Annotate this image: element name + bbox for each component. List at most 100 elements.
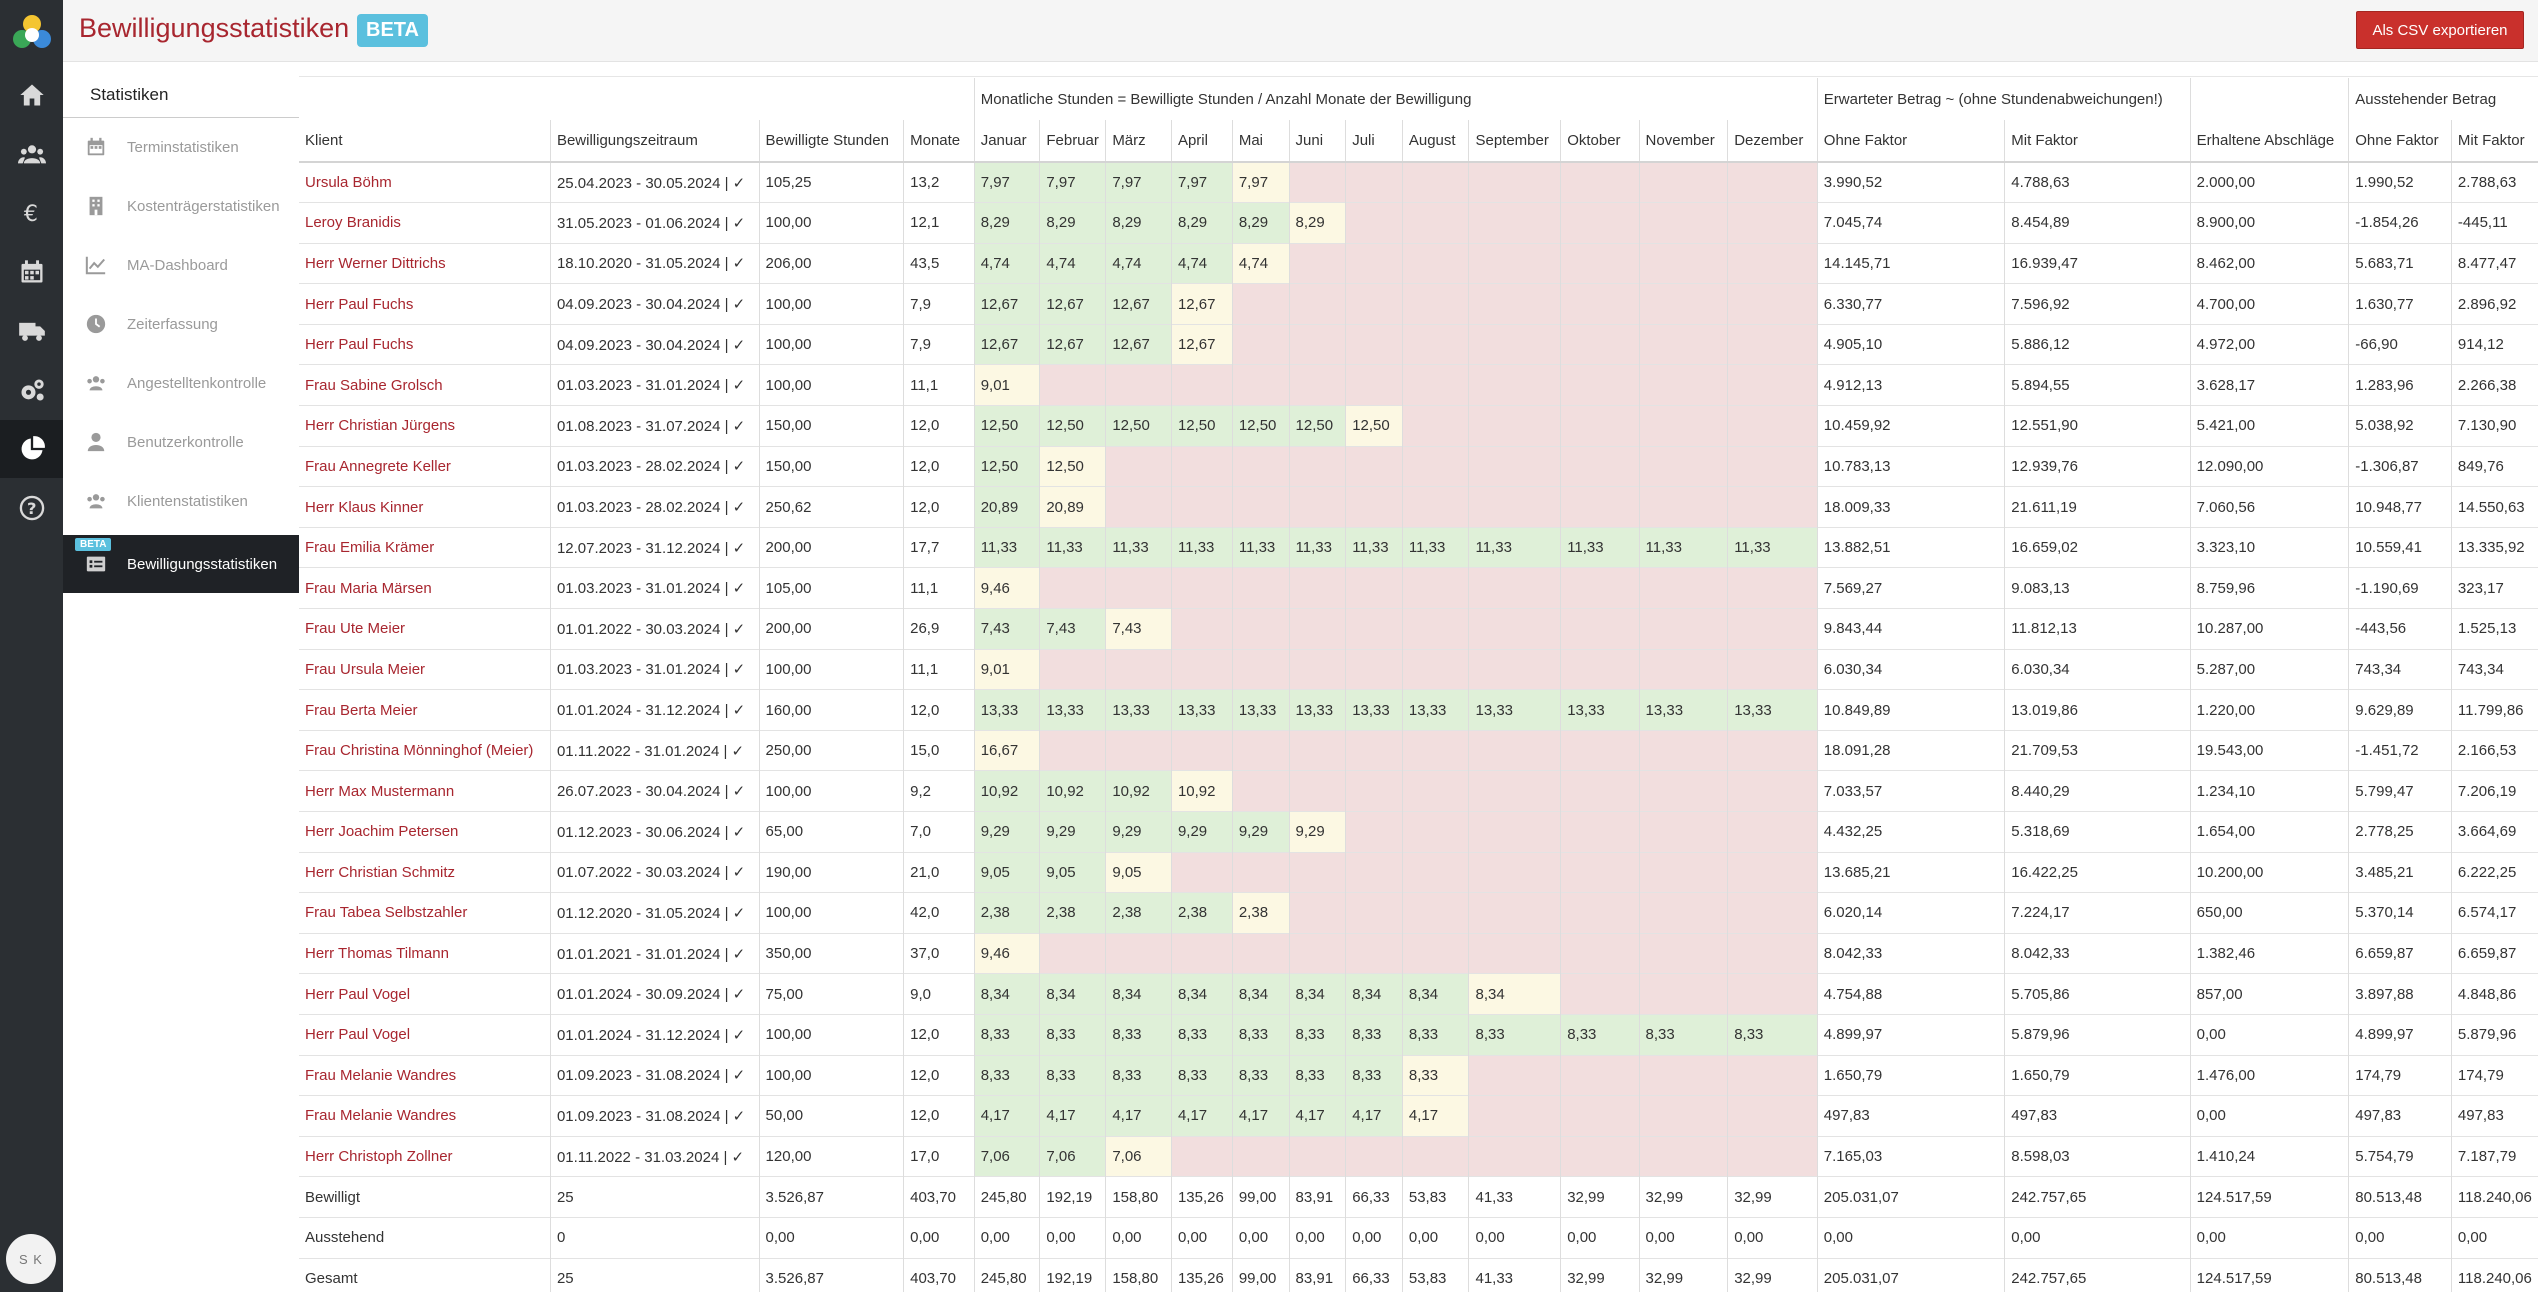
subnav-item-kostentraegerstatistiken[interactable]: Kostenträgerstatistiken [63,177,299,235]
monthly-hours-cell [1468,608,1561,650]
monthly-hours-cell [1638,161,1728,203]
client-link[interactable]: Frau Ute Meier [299,608,551,650]
col-month[interactable]: September [1468,120,1561,163]
expected-without-factor: 13.882,51 [1816,526,2005,568]
col-month[interactable]: April [1170,120,1233,163]
col-period[interactable]: Bewilligungszeitraum [549,120,760,163]
client-link[interactable]: Frau Maria Märsen [299,567,551,609]
client-link[interactable]: Frau Annegrete Keller [299,445,551,487]
client-link[interactable]: Frau Melanie Wandres [299,1054,551,1096]
col-month[interactable]: November [1638,120,1728,163]
expected-without-factor: 18.091,28 [1816,729,2005,771]
client-link[interactable]: Ursula Böhm [299,161,551,203]
calendar-icon[interactable] [0,243,63,301]
client-link[interactable]: Frau Berta Meier [299,689,551,731]
outstanding-without-factor: -1.451,72 [2348,729,2452,771]
col-month[interactable]: August [1401,120,1469,163]
col-received-payments[interactable]: Erhaltene Abschläge [2189,120,2349,163]
client-link[interactable]: Herr Paul Fuchs [299,283,551,325]
pie-chart-icon[interactable] [0,420,63,478]
subnav-item-label: Bewilligungsstatistiken [127,555,278,573]
table-footer: Bewilligt 25 3.526,87 403,70 245,80 192,19 158… [299,1176,2538,1292]
client-link[interactable]: Frau Melanie Wandres [299,1095,551,1137]
monthly-hours-cell: 4,17 [1288,1095,1346,1137]
monthly-hours-cell [1468,811,1561,853]
monthly-hours-cell [1560,770,1640,812]
truck-icon[interactable] [0,302,63,360]
monthly-hours-cell [1345,729,1403,771]
subnav-item-ma-dashboard[interactable]: MA-Dashboard [63,236,299,294]
client-link[interactable]: Frau Christina Mönninghof (Meier) [299,729,551,771]
expected-with-factor: 7.596,92 [2004,283,2191,325]
user-avatar[interactable]: S K [6,1234,56,1284]
outstanding-without-factor: 743,34 [2348,648,2452,690]
table-row: Herr Paul Vogel 01.01.2024 - 30.09.2024 |… [299,973,2538,1015]
monthly-hours-cell: 4,17 [1105,1095,1172,1137]
received-payments: 0,00 [2189,1216,2349,1259]
monthly-hours-cell: 16,67 [973,729,1040,771]
monthly-hours-cell [1560,1054,1640,1096]
col-expected-without-factor[interactable]: Ohne Faktor [1816,120,2005,163]
monthly-hours-cell: 158,80 [1105,1257,1172,1292]
home-icon[interactable] [0,66,63,124]
client-link[interactable]: Herr Joachim Petersen [299,811,551,853]
col-outstanding-with-factor[interactable]: Mit Faktor [2450,120,2538,163]
client-link[interactable]: Leroy Branidis [299,202,551,244]
monthly-hours-cell: 9,46 [973,567,1040,609]
col-hours[interactable]: Bewilligte Stunden [758,120,904,163]
subnav-item-zeiterfassung[interactable]: Zeiterfassung [63,295,299,353]
col-month[interactable]: Juli [1345,120,1403,163]
client-link[interactable]: Herr Werner Dittrichs [299,242,551,284]
col-month[interactable]: Februar [1039,120,1106,163]
client-link[interactable]: Frau Sabine Grolsch [299,364,551,406]
col-month[interactable]: Oktober [1560,120,1640,163]
client-link[interactable]: Herr Christian Schmitz [299,851,551,893]
received-payments: 8.759,96 [2189,567,2349,609]
subnav-item-angestelltenkontrolle[interactable]: Angestelltenkontrolle [63,354,299,412]
client-link[interactable]: Herr Klaus Kinner [299,486,551,528]
app-logo-icon[interactable] [9,10,55,56]
col-client[interactable]: Klient [299,120,551,163]
received-payments: 0,00 [2189,1095,2349,1137]
received-payments: 857,00 [2189,973,2349,1015]
subnav-item-terminstatistiken[interactable]: Terminstatistiken [63,118,299,176]
subnav-item-bewilligungsstatistiken[interactable]: BETA Bewilligungsstatistiken [63,535,299,593]
euro-icon[interactable]: € [0,184,63,242]
client-link[interactable]: Herr Max Mustermann [299,770,551,812]
col-month[interactable]: Mai [1231,120,1290,163]
expected-with-factor: 11.812,13 [2004,608,2191,650]
client-link[interactable]: Herr Christian Jürgens [299,405,551,447]
subnav-item-benutzerkontrolle[interactable]: Benutzerkontrolle [63,413,299,471]
col-month[interactable]: Dezember [1727,120,1818,163]
client-link[interactable]: Herr Paul Vogel [299,1013,551,1056]
client-link[interactable]: Frau Ursula Meier [299,648,551,690]
col-month[interactable]: Januar [973,120,1040,163]
export-csv-button[interactable]: Als CSV exportieren [2356,11,2524,49]
help-icon[interactable]: ? [0,479,63,537]
monthly-hours-cell [1638,323,1728,365]
col-month[interactable]: März [1105,120,1172,163]
monthly-hours-cell [1105,567,1172,609]
monthly-hours-cell: 0,00 [1105,1216,1172,1259]
client-link[interactable]: Herr Paul Vogel [299,973,551,1015]
expected-with-factor: 21.611,19 [2004,486,2191,528]
col-expected-with-factor[interactable]: Mit Faktor [2004,120,2191,163]
subnav-item-klientenstatistiken[interactable]: Klientenstatistiken [63,472,299,530]
monthly-hours-cell [1727,770,1818,812]
monthly-hours-cell: 32,99 [1560,1257,1640,1292]
users-icon[interactable] [0,125,63,183]
gears-icon[interactable] [0,361,63,419]
col-months[interactable]: Monate [903,120,975,163]
monthly-hours-cell: 192,19 [1039,1176,1106,1218]
col-month[interactable]: Juni [1288,120,1346,163]
client-link[interactable]: Herr Paul Fuchs [299,323,551,365]
col-outstanding-without-factor[interactable]: Ohne Faktor [2348,120,2452,163]
outstanding-with-factor: 323,17 [2450,567,2538,609]
client-link[interactable]: Frau Tabea Selbstzahler [299,892,551,934]
monthly-hours-cell [1288,1135,1346,1177]
client-link[interactable]: Frau Emilia Krämer [299,526,551,568]
approval-period: 01.12.2020 - 31.05.2024 | ✓ [549,892,760,934]
client-link[interactable]: Herr Christoph Zollner [299,1135,551,1177]
approved-hours: 200,00 [758,526,904,568]
client-link[interactable]: Herr Thomas Tilmann [299,932,551,974]
